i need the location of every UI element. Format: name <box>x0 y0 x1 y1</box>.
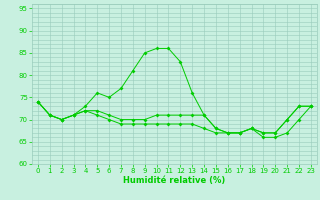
X-axis label: Humidité relative (%): Humidité relative (%) <box>123 176 226 185</box>
